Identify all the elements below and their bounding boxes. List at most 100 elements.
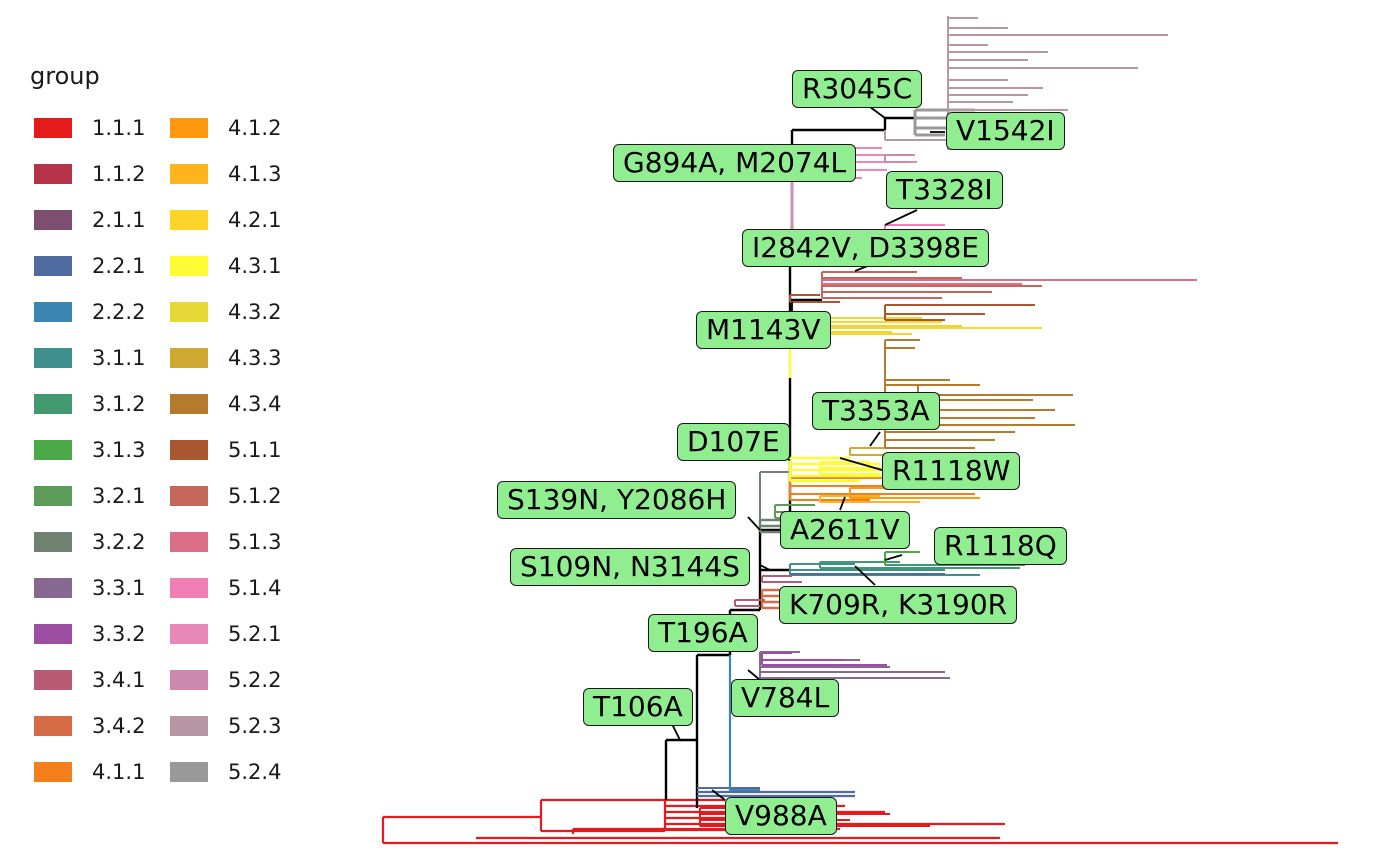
legend-label: 4.1.1 <box>92 760 146 784</box>
legend-swatch <box>34 670 72 690</box>
legend-item: 5.2.2 <box>170 666 320 696</box>
legend-item: 4.1.3 <box>170 160 320 190</box>
legend-item: 3.1.1 <box>34 344 184 374</box>
legend-swatch <box>170 394 208 414</box>
legend-swatch <box>34 578 72 598</box>
mutation-label: K709R, K3190R <box>779 586 1018 624</box>
legend-swatch <box>34 164 72 184</box>
label-leader <box>884 209 918 226</box>
legend-item: 3.2.2 <box>34 528 184 558</box>
legend-item: 4.3.2 <box>170 298 320 328</box>
legend-swatch <box>34 762 72 782</box>
legend-label: 3.3.2 <box>92 622 146 646</box>
legend-label: 5.1.1 <box>228 438 282 462</box>
mutation-label: S109N, N3144S <box>510 548 750 586</box>
mutation-label: G894A, M2074L <box>613 144 857 182</box>
legend-swatch <box>34 440 72 460</box>
legend-item: 4.1.1 <box>34 758 184 788</box>
legend-label: 2.2.1 <box>92 254 146 278</box>
legend-swatch <box>34 348 72 368</box>
legend-label: 5.2.1 <box>228 622 282 646</box>
legend-swatch <box>170 440 208 460</box>
legend-label: 3.2.2 <box>92 530 146 554</box>
legend-label: 4.1.2 <box>228 116 282 140</box>
legend-item: 4.2.1 <box>170 206 320 236</box>
legend-swatch <box>34 210 72 230</box>
legend-label: 5.2.3 <box>228 714 282 738</box>
legend-item: 5.2.4 <box>170 758 320 788</box>
mutation-label: I2842V, D3398E <box>742 229 989 267</box>
legend-item: 5.2.1 <box>170 620 320 650</box>
legend-swatch <box>34 624 72 644</box>
mutation-label: V988A <box>725 797 837 835</box>
legend-title: group <box>30 62 100 90</box>
label-leader <box>854 565 876 586</box>
legend-swatch <box>34 532 72 552</box>
legend-item: 4.1.2 <box>170 114 320 144</box>
mutation-label: T3353A <box>812 392 940 430</box>
legend-label: 5.1.2 <box>228 484 282 508</box>
legend-swatch <box>34 486 72 506</box>
legend-label: 3.4.2 <box>92 714 146 738</box>
legend-label: 3.2.1 <box>92 484 146 508</box>
legend-label: 4.3.4 <box>228 392 282 416</box>
legend-item: 2.2.2 <box>34 298 184 328</box>
legend-item: 5.2.3 <box>170 712 320 742</box>
legend-item: 1.1.1 <box>34 114 184 144</box>
legend-label: 3.1.3 <box>92 438 146 462</box>
legend-label: 3.1.1 <box>92 346 146 370</box>
legend-swatch <box>34 118 72 138</box>
legend-swatch <box>34 256 72 276</box>
legend-item: 5.1.4 <box>170 574 320 604</box>
mutation-label: M1143V <box>696 311 831 349</box>
legend-item: 3.4.2 <box>34 712 184 742</box>
legend-item: 3.3.1 <box>34 574 184 604</box>
legend-swatch <box>170 486 208 506</box>
mutation-label: R1118W <box>882 452 1021 490</box>
legend-item: 2.2.1 <box>34 252 184 282</box>
legend-item: 3.1.2 <box>34 390 184 420</box>
legend-swatch <box>170 118 208 138</box>
legend-label: 2.1.1 <box>92 208 146 232</box>
legend-swatch <box>34 716 72 736</box>
label-leader <box>711 789 726 801</box>
label-leader <box>839 457 883 471</box>
label-leader <box>747 516 761 531</box>
label-leader <box>884 554 903 561</box>
legend-label: 3.4.1 <box>92 668 146 692</box>
legend-item: 5.1.3 <box>170 528 320 558</box>
mutation-label: R3045C <box>792 70 923 108</box>
legend-label: 1.1.2 <box>92 162 146 186</box>
legend-label: 5.2.2 <box>228 668 282 692</box>
legend-item: 3.2.1 <box>34 482 184 512</box>
label-leader <box>747 669 761 681</box>
mutation-label: T196A <box>648 614 758 652</box>
legend-item: 3.3.2 <box>34 620 184 650</box>
legend-item: 5.1.1 <box>170 436 320 466</box>
legend-swatch <box>170 670 208 690</box>
legend-item: 4.3.3 <box>170 344 320 374</box>
legend-item: 2.1.1 <box>34 206 184 236</box>
legend-swatch <box>170 624 208 644</box>
legend-item: 4.3.1 <box>170 252 320 282</box>
legend-swatch <box>170 256 208 276</box>
mutation-label: A2611V <box>780 511 910 549</box>
legend-item: 3.4.1 <box>34 666 184 696</box>
label-leader <box>869 431 881 447</box>
legend-swatch <box>170 532 208 552</box>
legend-label: 5.2.4 <box>228 760 282 784</box>
mutation-label: T106A <box>583 688 693 726</box>
legend-swatch <box>170 164 208 184</box>
legend-swatch <box>170 716 208 736</box>
mutation-label: S139N, Y2086H <box>497 481 737 519</box>
legend-swatch <box>170 210 208 230</box>
legend-item: 1.1.2 <box>34 160 184 190</box>
legend-item: 5.1.2 <box>170 482 320 512</box>
legend-label: 5.1.3 <box>228 530 282 554</box>
legend-swatch <box>170 578 208 598</box>
label-leader <box>759 564 771 571</box>
label-leader <box>839 496 846 511</box>
legend-label: 1.1.1 <box>92 116 146 140</box>
legend-swatch <box>170 302 208 322</box>
legend-swatch <box>170 762 208 782</box>
